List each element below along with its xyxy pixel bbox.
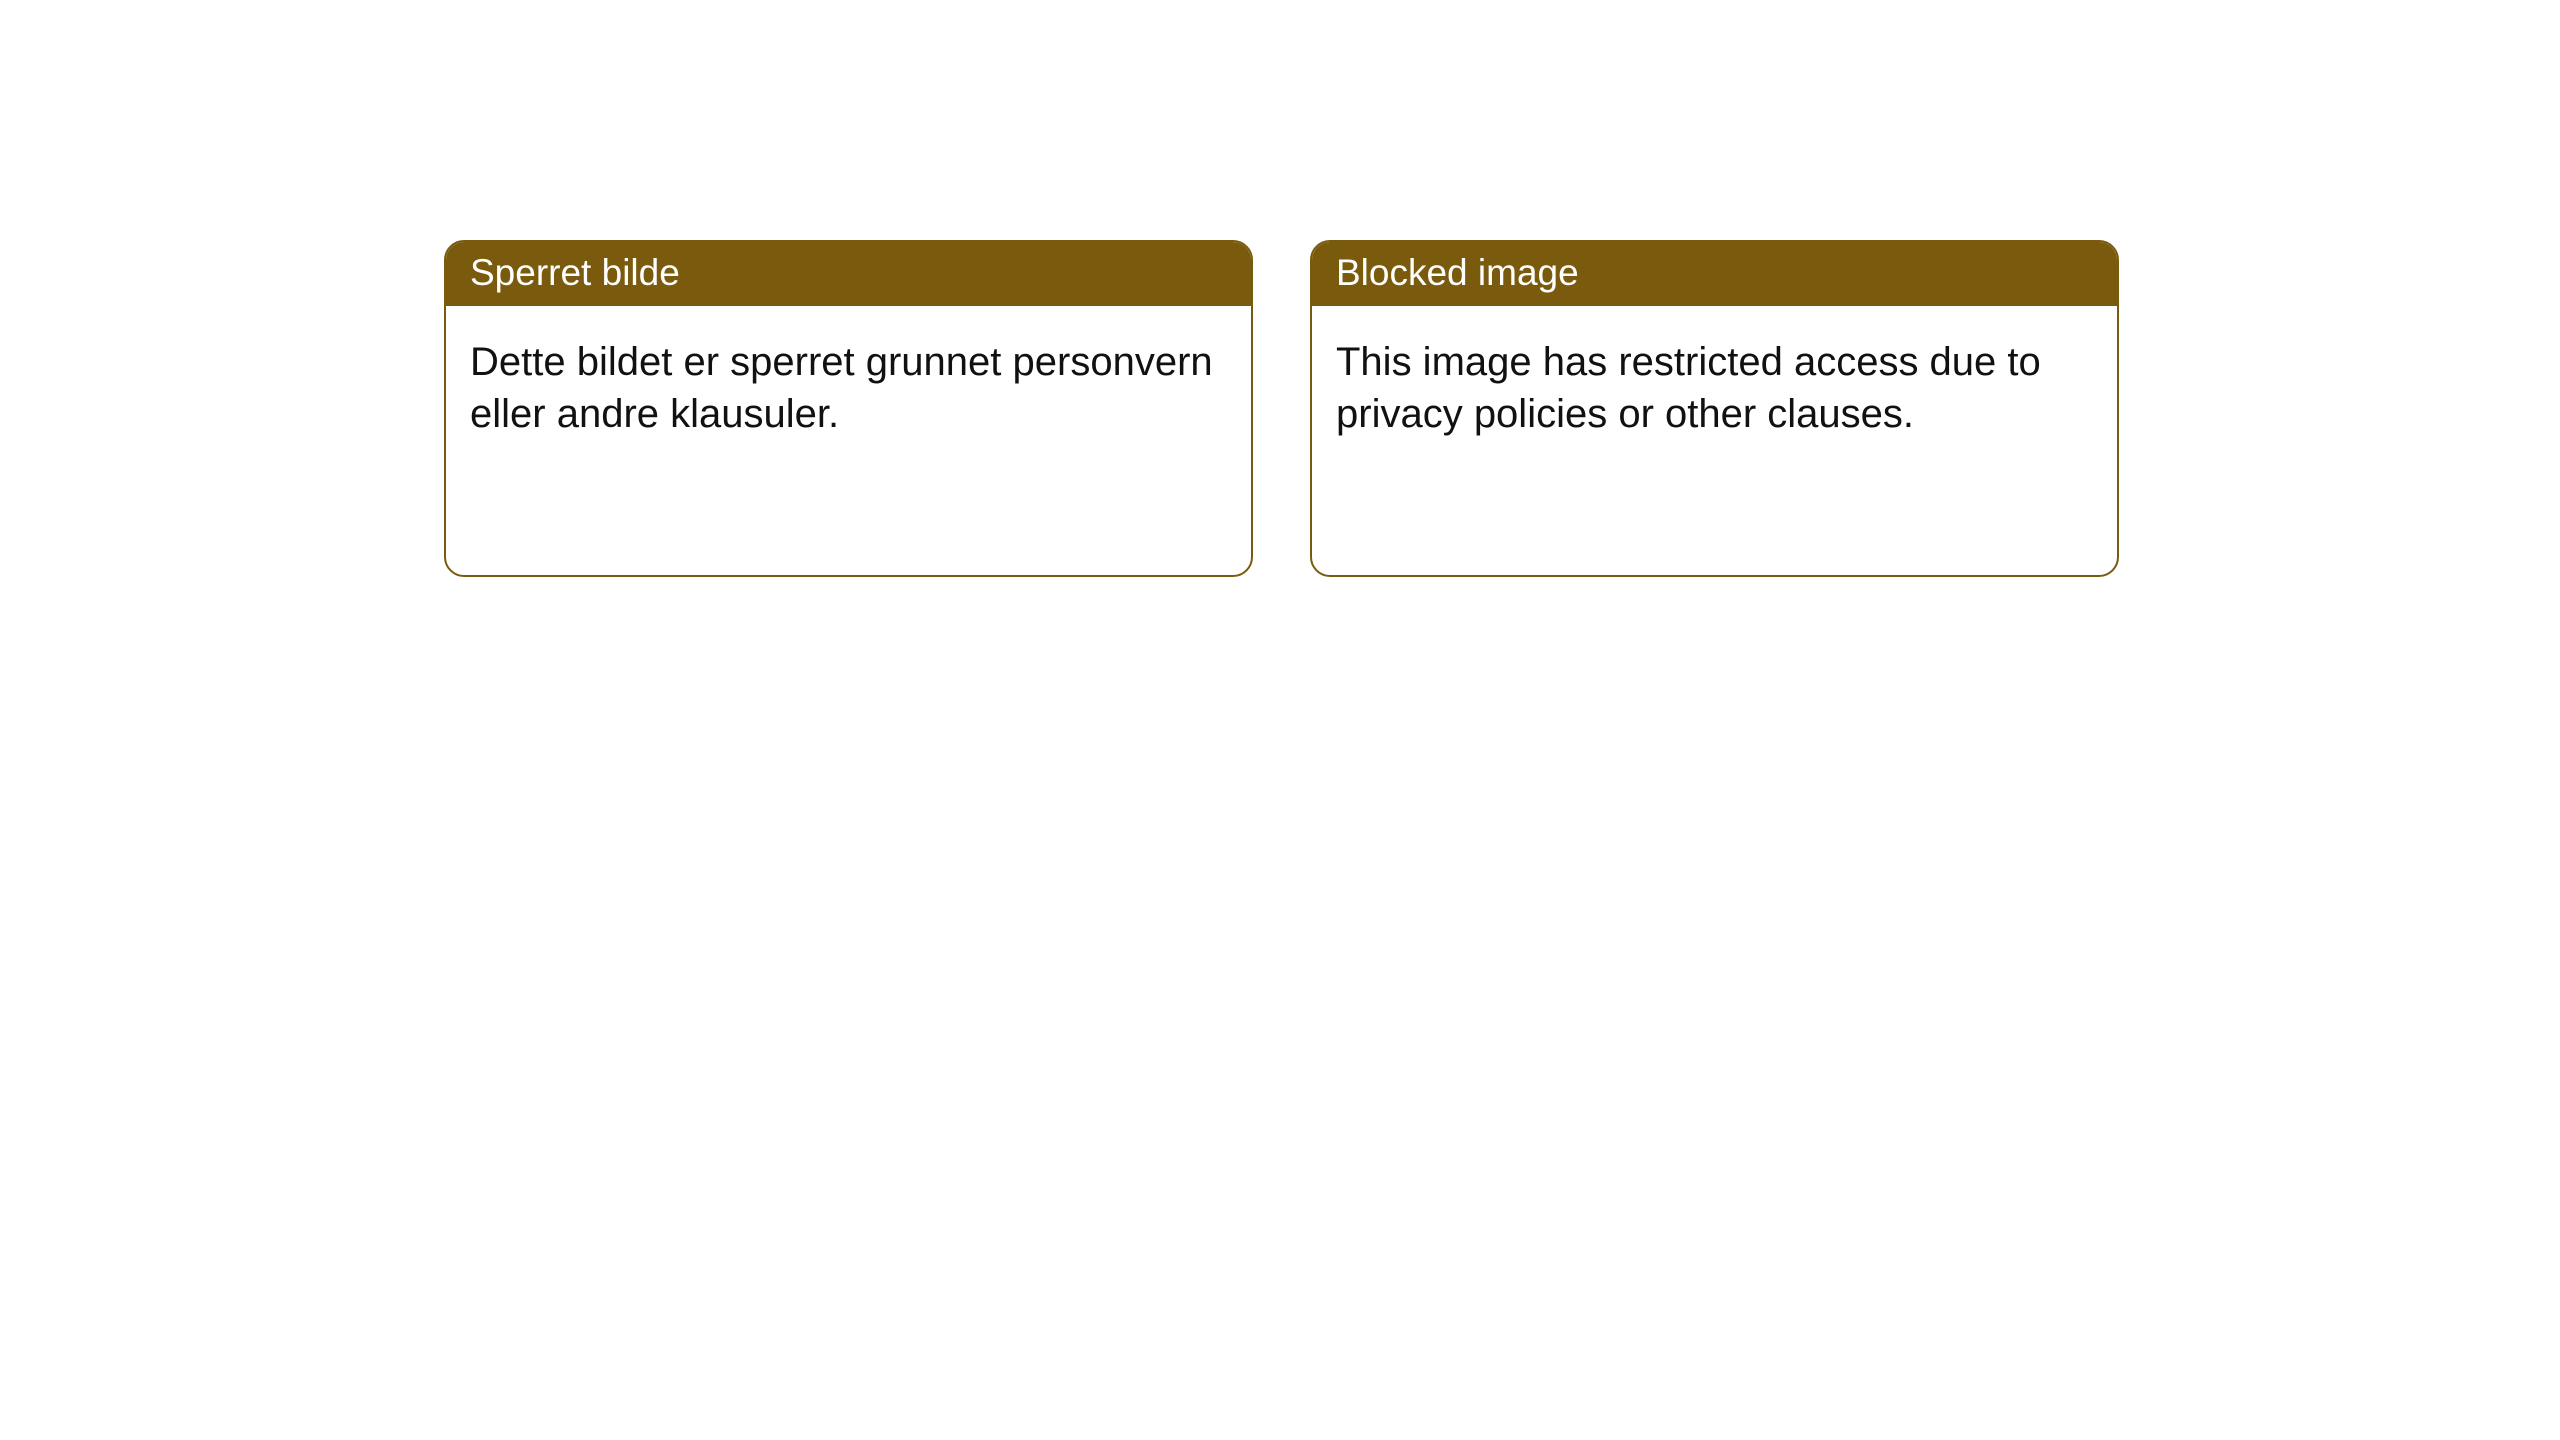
notice-header-en: Blocked image (1312, 242, 2117, 306)
blocked-image-notices: Sperret bilde Dette bildet er sperret gr… (444, 240, 2119, 577)
notice-body-no: Dette bildet er sperret grunnet personve… (446, 306, 1251, 575)
notice-body-en: This image has restricted access due to … (1312, 306, 2117, 575)
notice-card-no: Sperret bilde Dette bildet er sperret gr… (444, 240, 1253, 577)
notice-header-no: Sperret bilde (446, 242, 1251, 306)
notice-card-en: Blocked image This image has restricted … (1310, 240, 2119, 577)
